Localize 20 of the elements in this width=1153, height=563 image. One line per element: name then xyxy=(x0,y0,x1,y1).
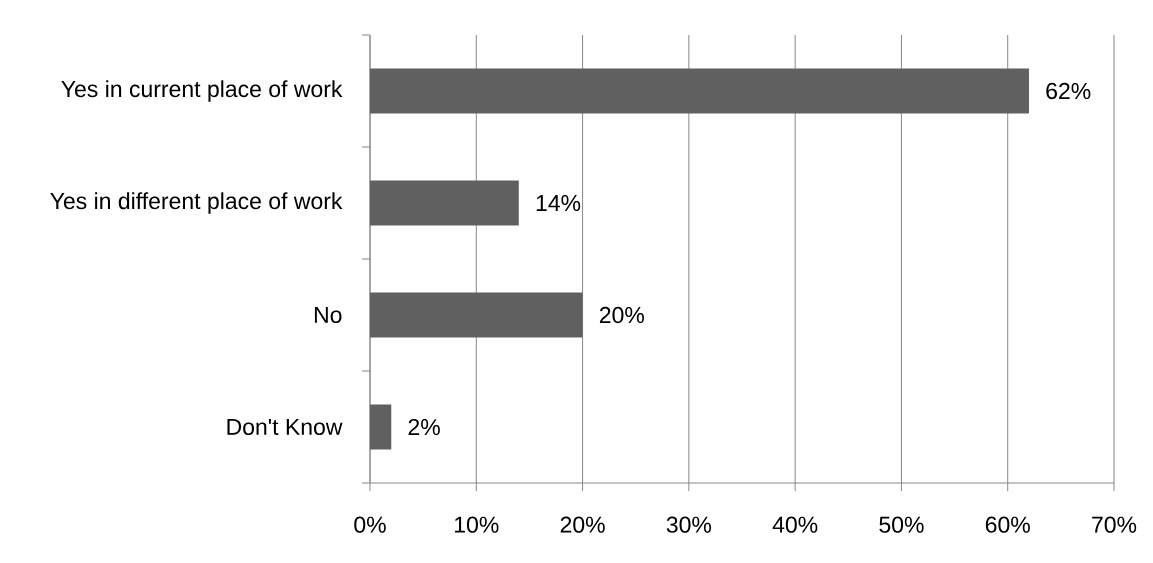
data-label: 62% xyxy=(1046,82,1091,100)
bar xyxy=(370,292,583,338)
x-tick-label: 0% xyxy=(354,516,386,533)
x-tick-label: 20% xyxy=(560,516,605,533)
y-tick-label: No xyxy=(314,306,342,324)
bar xyxy=(370,68,1029,114)
bar xyxy=(370,404,392,450)
bar xyxy=(370,180,519,226)
data-label: 20% xyxy=(599,306,644,324)
data-label: 2% xyxy=(408,418,440,436)
data-label: 14% xyxy=(536,194,581,212)
x-tick-label: 30% xyxy=(666,516,712,533)
y-tick-label: Yes in different place of work xyxy=(50,192,343,214)
y-tick-label: Yes in current place of work xyxy=(61,80,343,102)
x-tick-label: 50% xyxy=(879,516,924,533)
x-tick-label: 40% xyxy=(772,516,818,533)
x-tick-label: 70% xyxy=(1092,516,1137,533)
y-tick-label: Don't Know xyxy=(227,418,343,436)
x-tick-label: 10% xyxy=(455,516,499,533)
x-tick-label: 60% xyxy=(985,516,1030,533)
